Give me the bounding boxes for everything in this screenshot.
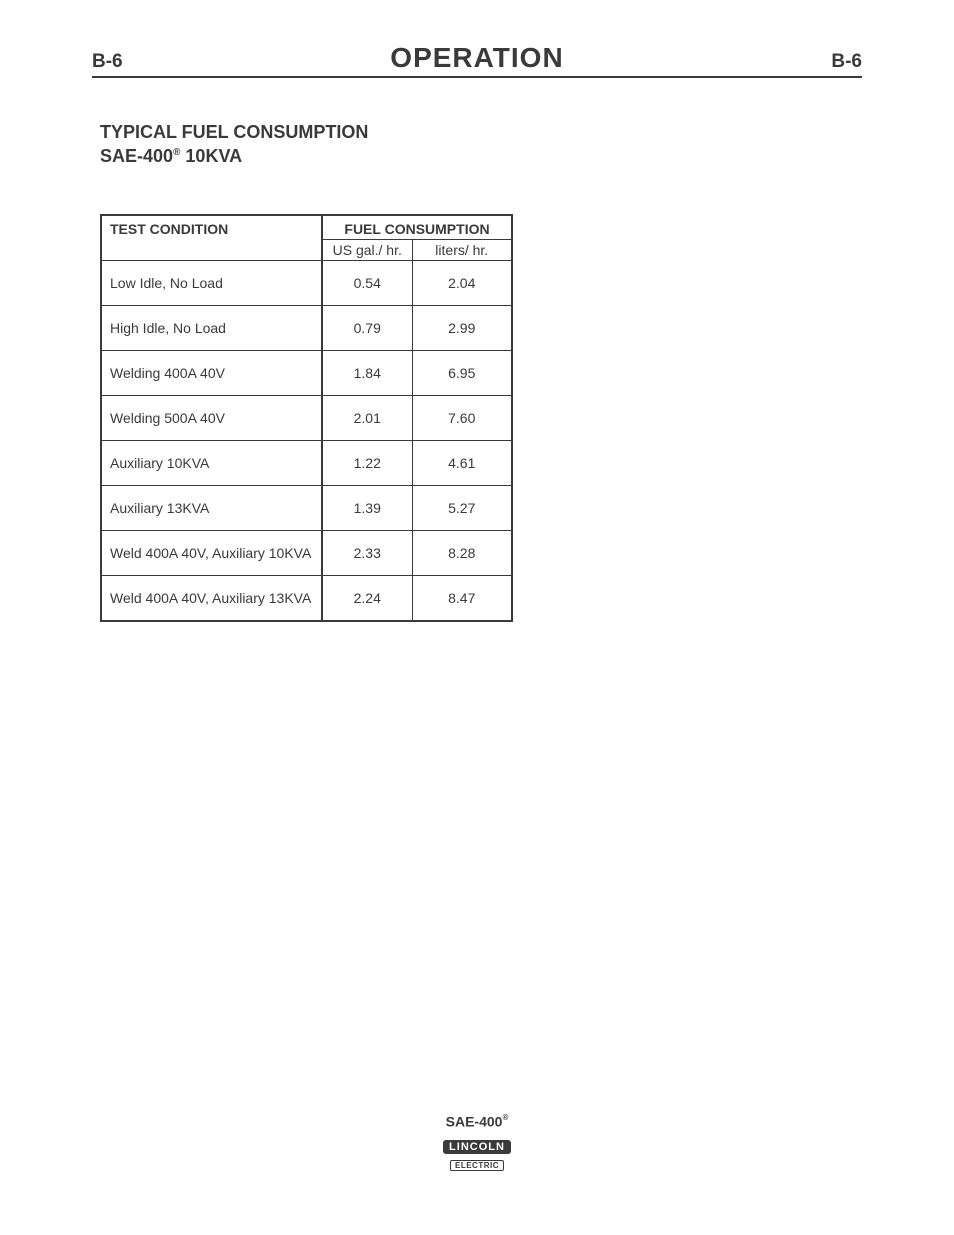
header-line: B-6 OPERATION B-6 <box>92 42 862 78</box>
table-row: Weld 400A 40V, Auxiliary 10KVA2.338.28 <box>101 530 512 575</box>
cell-liters: 7.60 <box>412 395 512 440</box>
fuel-consumption-table-wrapper: TEST CONDITION FUEL CONSUMPTION US gal./… <box>100 214 862 622</box>
cell-us-gal: 1.84 <box>322 350 412 395</box>
subtitle-line1: TYPICAL FUEL CONSUMPTION <box>100 120 862 144</box>
registered-mark-icon: ® <box>502 1113 508 1122</box>
subtitle-model: SAE-400 <box>100 146 173 166</box>
cell-condition: Welding 500A 40V <box>101 395 322 440</box>
cell-liters: 4.61 <box>412 440 512 485</box>
cell-condition: Weld 400A 40V, Auxiliary 10KVA <box>101 530 322 575</box>
cell-liters: 5.27 <box>412 485 512 530</box>
header-test-condition: TEST CONDITION <box>101 215 322 261</box>
footer-model-text: SAE-400 <box>446 1113 503 1129</box>
subtitle-line2: SAE-400® 10KVA <box>100 144 862 168</box>
table-row: Welding 400A 40V1.846.95 <box>101 350 512 395</box>
cell-liters: 2.04 <box>412 260 512 305</box>
logo-brand-bottom: ELECTRIC <box>450 1160 504 1171</box>
cell-us-gal: 1.22 <box>322 440 412 485</box>
header-us-gal: US gal./ hr. <box>322 239 412 260</box>
cell-us-gal: 2.01 <box>322 395 412 440</box>
subtitle-suffix: 10KVA <box>180 146 242 166</box>
cell-us-gal: 0.79 <box>322 305 412 350</box>
page-number-right: B-6 <box>831 51 862 73</box>
cell-liters: 6.95 <box>412 350 512 395</box>
subtitle: TYPICAL FUEL CONSUMPTION SAE-400® 10KVA <box>100 120 862 169</box>
table-row: Weld 400A 40V, Auxiliary 13KVA2.248.47 <box>101 575 512 621</box>
cell-condition: Welding 400A 40V <box>101 350 322 395</box>
table-row: Welding 500A 40V2.017.60 <box>101 395 512 440</box>
page-number-left: B-6 <box>92 51 123 73</box>
cell-liters: 2.99 <box>412 305 512 350</box>
cell-us-gal: 0.54 <box>322 260 412 305</box>
cell-condition: Auxiliary 13KVA <box>101 485 322 530</box>
lincoln-electric-logo: LINCOLN ELECTRIC <box>443 1137 511 1173</box>
table-row: Low Idle, No Load0.542.04 <box>101 260 512 305</box>
cell-condition: Auxiliary 10KVA <box>101 440 322 485</box>
cell-condition: High Idle, No Load <box>101 305 322 350</box>
header-liters: liters/ hr. <box>412 239 512 260</box>
cell-condition: Weld 400A 40V, Auxiliary 13KVA <box>101 575 322 621</box>
table-row: Auxiliary 10KVA1.224.61 <box>101 440 512 485</box>
cell-us-gal: 2.33 <box>322 530 412 575</box>
header-fuel-consumption: FUEL CONSUMPTION <box>322 215 512 240</box>
cell-liters: 8.28 <box>412 530 512 575</box>
cell-condition: Low Idle, No Load <box>101 260 322 305</box>
footer-model: SAE-400® <box>0 1113 954 1131</box>
cell-liters: 8.47 <box>412 575 512 621</box>
page-header: B-6 OPERATION B-6 <box>92 0 862 78</box>
table-row: Auxiliary 13KVA1.395.27 <box>101 485 512 530</box>
cell-us-gal: 2.24 <box>322 575 412 621</box>
logo-brand-top: LINCOLN <box>443 1140 511 1154</box>
table-body: Low Idle, No Load0.542.04High Idle, No L… <box>101 260 512 621</box>
fuel-consumption-table: TEST CONDITION FUEL CONSUMPTION US gal./… <box>100 214 513 622</box>
table-row: High Idle, No Load0.792.99 <box>101 305 512 350</box>
section-title: OPERATION <box>390 42 563 74</box>
table-header-row: TEST CONDITION FUEL CONSUMPTION <box>101 215 512 240</box>
page-footer: SAE-400® LINCOLN ELECTRIC <box>0 1113 954 1173</box>
cell-us-gal: 1.39 <box>322 485 412 530</box>
content-area: TYPICAL FUEL CONSUMPTION SAE-400® 10KVA … <box>0 78 954 622</box>
